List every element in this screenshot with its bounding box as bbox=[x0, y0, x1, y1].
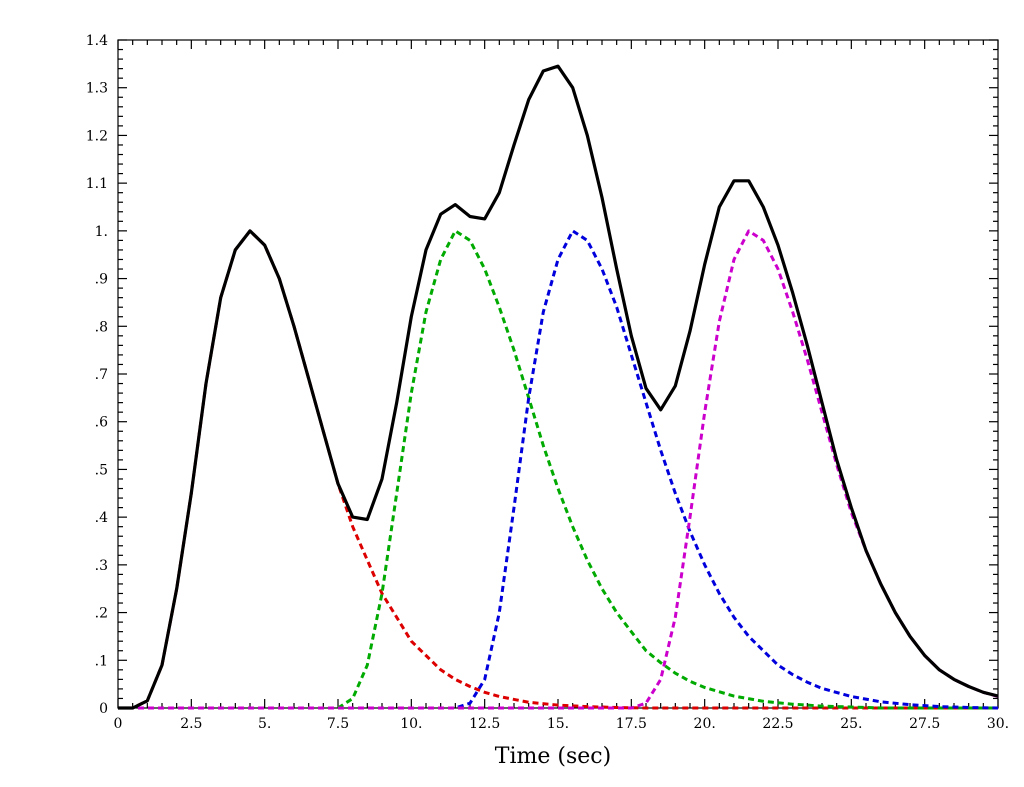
x-tick-label: 12.5 bbox=[469, 716, 500, 732]
y-tick-label: .8 bbox=[95, 319, 108, 335]
axis-ticks bbox=[117, 39, 999, 709]
x-tick-label: 22.5 bbox=[762, 716, 793, 732]
y-tick-label: .5 bbox=[95, 462, 108, 478]
x-tick-label: 2.5 bbox=[180, 716, 202, 732]
x-tick-label: 15. bbox=[547, 716, 569, 732]
y-tick-label: .7 bbox=[95, 367, 108, 383]
y-tick-label: 1.1 bbox=[86, 176, 108, 192]
x-tick-label: 10. bbox=[400, 716, 422, 732]
y-tick-label: 1. bbox=[95, 224, 108, 240]
series-layer bbox=[118, 64, 999, 710]
y-tick-label: .6 bbox=[95, 415, 108, 431]
y-tick-label: 1.4 bbox=[86, 33, 108, 49]
x-tick-label: 20. bbox=[694, 716, 716, 732]
series-line-1 bbox=[118, 229, 998, 710]
x-tick-label: 30. bbox=[987, 716, 1009, 732]
y-tick-label: .1 bbox=[95, 653, 108, 669]
x-tick-label: 25. bbox=[840, 716, 862, 732]
x-tick-label: 7.5 bbox=[327, 716, 349, 732]
y-tick-label: .2 bbox=[95, 606, 108, 622]
series-line-4 bbox=[118, 229, 999, 710]
x-tick-label: 0 bbox=[114, 716, 123, 732]
series-line-5 bbox=[118, 64, 999, 710]
x-axis-title: Time (sec) bbox=[495, 744, 611, 769]
x-tick-label: 17.5 bbox=[616, 716, 647, 732]
y-tick-label: .4 bbox=[95, 510, 108, 526]
axis-tick-labels: 0 2.5 5. 7.5 10. 12.5 15. 17.5 20. 22.5 25. 27.5 30.… bbox=[86, 33, 1009, 732]
x-tick-label: 27.5 bbox=[909, 716, 940, 732]
y-tick-label: 1.3 bbox=[86, 81, 108, 97]
x-tick-label: 5. bbox=[258, 716, 271, 732]
y-tick-label: .9 bbox=[95, 272, 108, 288]
y-tick-label: 1.2 bbox=[86, 128, 108, 144]
series-line-3 bbox=[118, 229, 999, 710]
series-line-2 bbox=[118, 229, 998, 710]
y-tick-label: .3 bbox=[95, 558, 108, 574]
y-tick-label: 0 bbox=[99, 701, 108, 717]
plot-frame bbox=[117, 39, 999, 709]
